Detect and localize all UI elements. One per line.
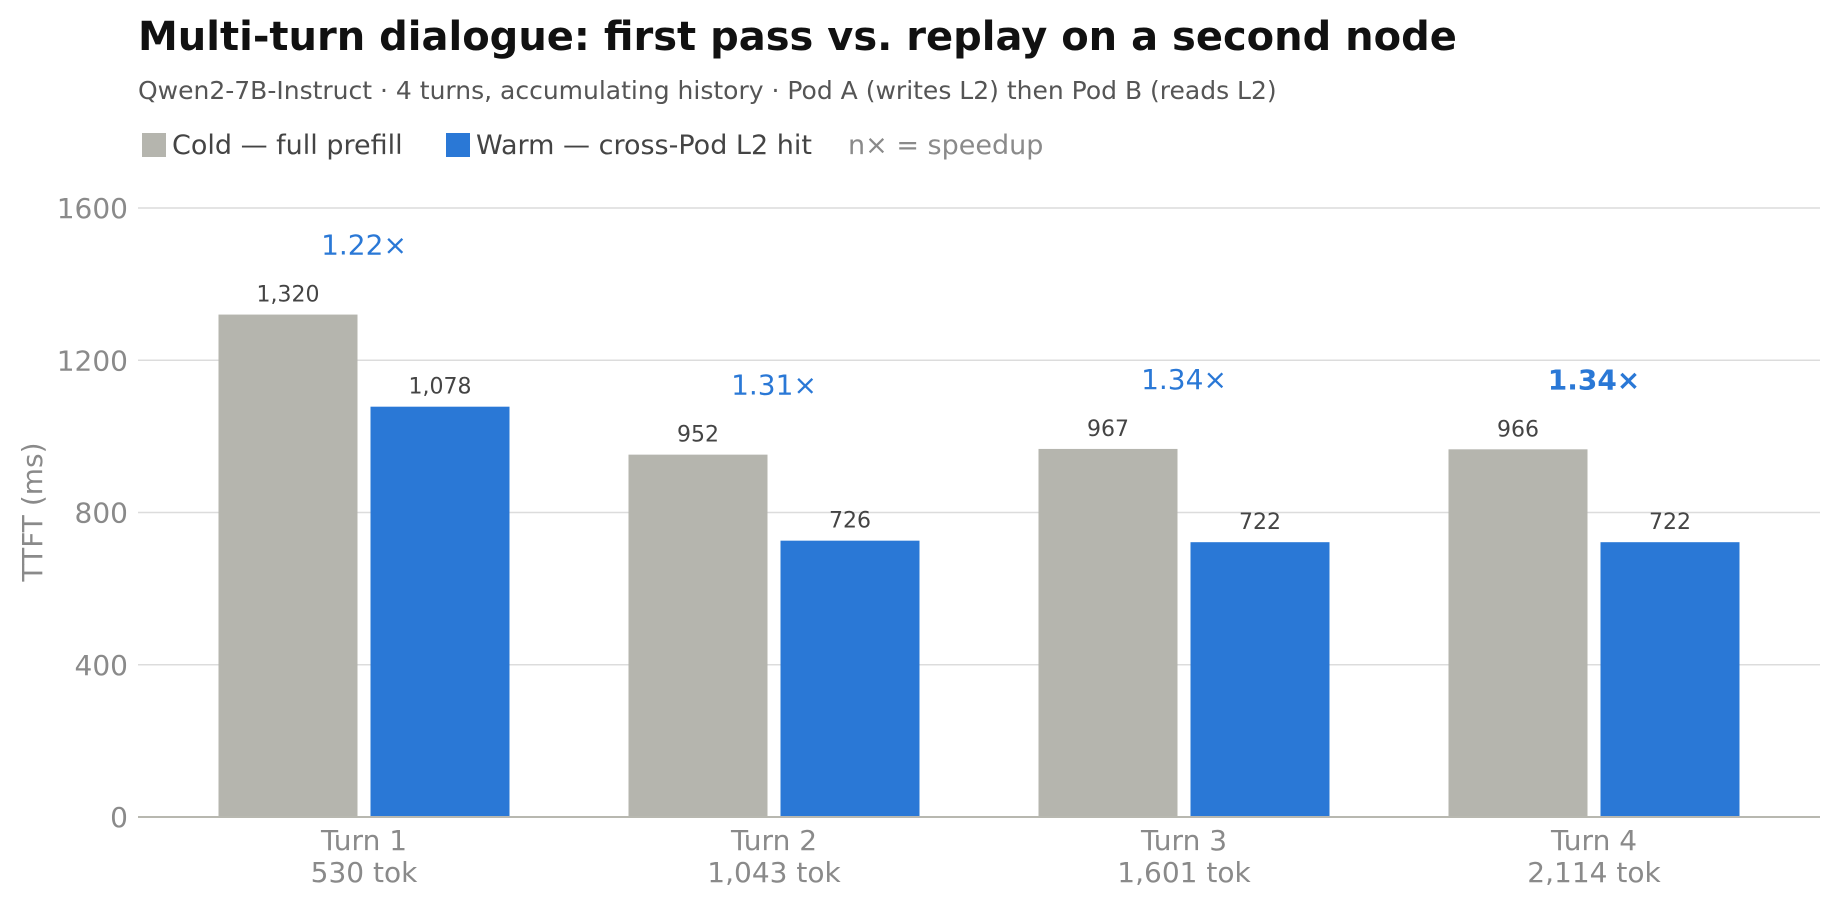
speedup-label: 1.34× (1141, 363, 1227, 396)
bar-warm (1190, 542, 1330, 817)
value-label-warm: 726 (829, 509, 871, 534)
x-tick-sublabel: 2,114 tok (1527, 856, 1661, 889)
bar-warm (780, 540, 920, 817)
value-label-warm: 722 (1239, 510, 1281, 535)
value-label-warm: 1,078 (409, 375, 472, 400)
data-labels: 1,320 1,078 1.22× 952 726 1.31× 967 722 1.34× 966… (257, 229, 1691, 536)
legend-label-warm: Warm — cross-Pod L2 hit (476, 130, 812, 161)
value-label-cold: 966 (1497, 417, 1539, 442)
legend: Cold — full prefill Warm — cross-Pod L2 … (142, 130, 1043, 161)
y-tick-label: 1200 (57, 344, 128, 377)
gridlines: 0 400 800 1200 1600 (57, 192, 1820, 834)
speedup-label: 1.31× (731, 369, 817, 402)
bar-cold (628, 454, 768, 817)
x-tick-label: Turn 1 (320, 824, 407, 857)
legend-swatch-warm (446, 133, 470, 157)
bar-cold (1448, 449, 1588, 817)
chart-title: Multi-turn dialogue: first pass vs. repl… (138, 14, 1457, 60)
x-tick-sublabel: 530 tok (311, 856, 418, 889)
y-tick-label: 1600 (57, 192, 128, 225)
x-tick-label: Turn 3 (1140, 824, 1227, 857)
legend-swatch-cold (142, 133, 166, 157)
bar-warm (1600, 542, 1740, 817)
x-tick-sublabel: 1,601 tok (1117, 856, 1251, 889)
bar-cold (218, 314, 358, 817)
legend-speedup-note: n× = speedup (848, 130, 1043, 161)
x-tick-sublabel: 1,043 tok (707, 856, 841, 889)
x-tick-label: Turn 4 (1550, 824, 1637, 857)
value-label-cold: 967 (1087, 417, 1129, 442)
speedup-label: 1.22× (321, 229, 407, 262)
value-label-cold: 1,320 (257, 283, 320, 308)
value-label-warm: 722 (1649, 510, 1691, 535)
y-axis-label: TTFT (ms) (16, 442, 49, 582)
speedup-label: 1.34× (1548, 363, 1641, 396)
bar-warm (370, 406, 510, 817)
bars (218, 314, 1740, 817)
y-tick-label: 400 (75, 649, 128, 682)
legend-label-cold: Cold — full prefill (172, 130, 403, 161)
chart-subtitle: Qwen2-7B-Instruct · 4 turns, accumulatin… (138, 76, 1277, 105)
value-label-cold: 952 (677, 423, 719, 448)
x-tick-label: Turn 2 (730, 824, 817, 857)
bar-cold (1038, 448, 1178, 817)
y-tick-label: 0 (110, 801, 128, 834)
y-tick-label: 800 (75, 497, 128, 530)
